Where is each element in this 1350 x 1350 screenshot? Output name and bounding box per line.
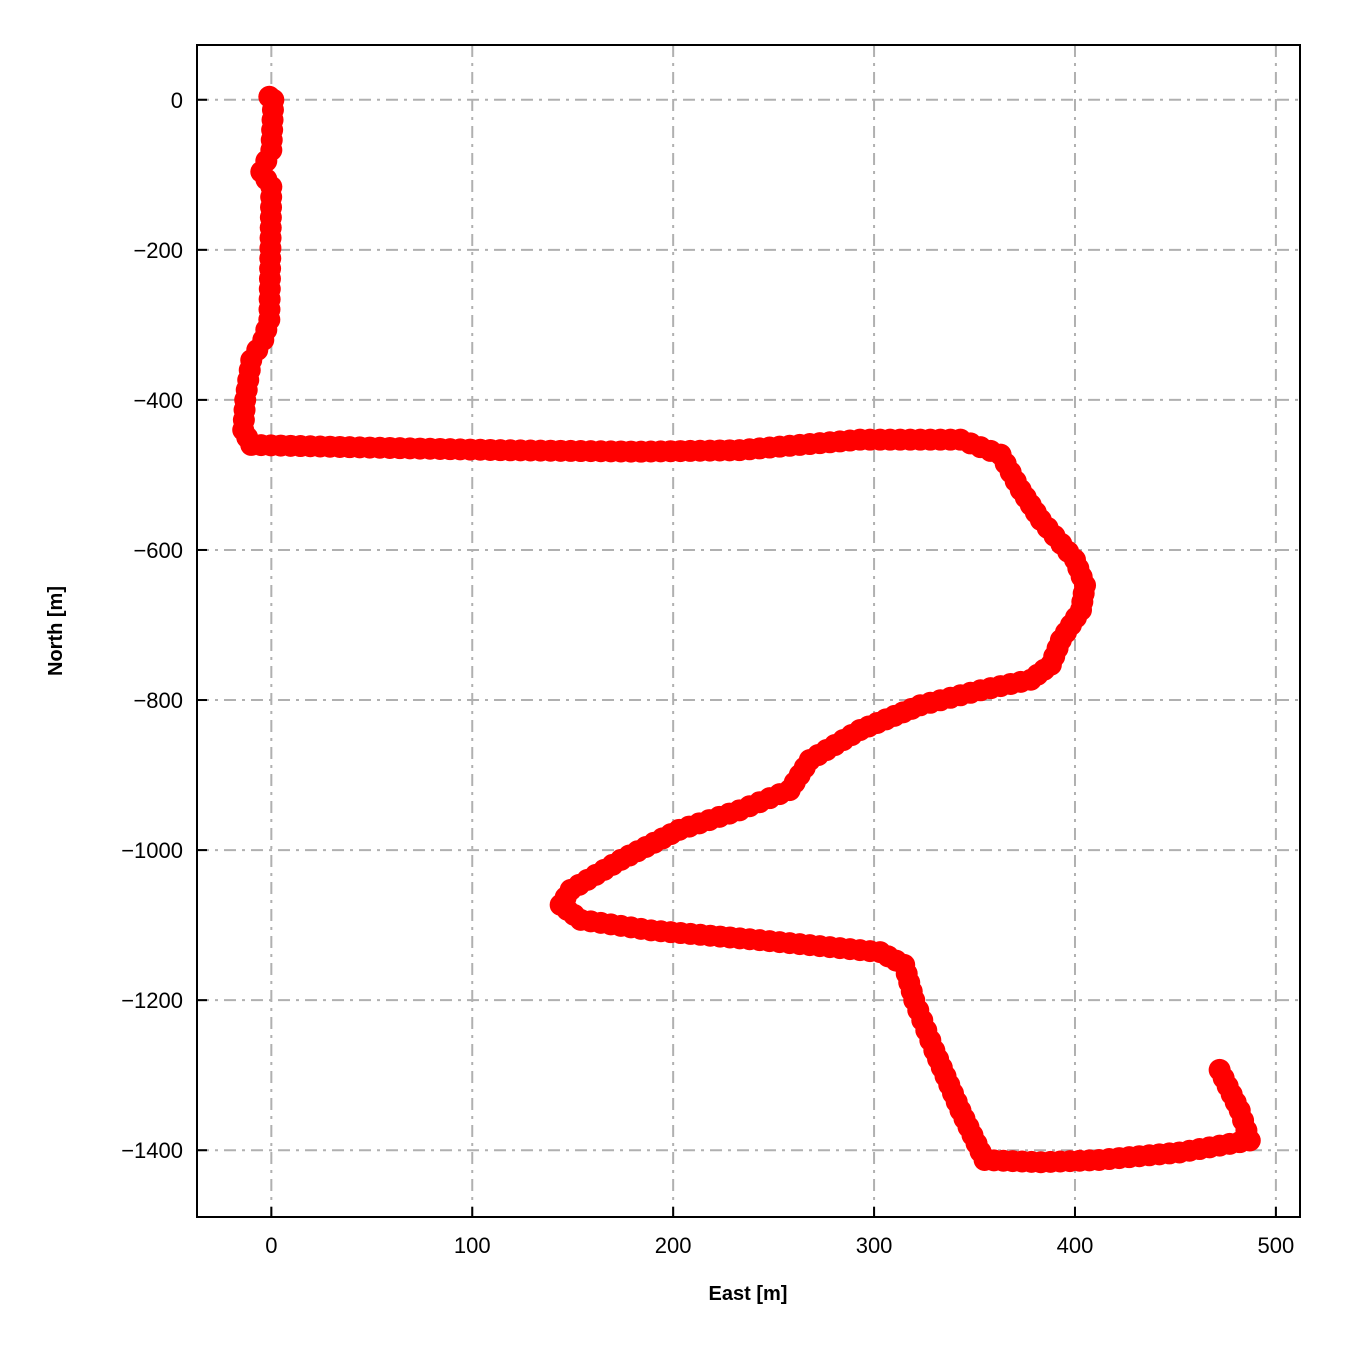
y-tick-label: −600 xyxy=(133,538,183,563)
x-axis-label: East [m] xyxy=(709,1283,788,1305)
data-point xyxy=(1208,1058,1231,1081)
grid xyxy=(197,45,1300,1217)
x-tick-label: 300 xyxy=(856,1233,893,1258)
y-tick-label: −200 xyxy=(133,238,183,263)
y-tick-label: −1400 xyxy=(121,1138,183,1163)
y-tick-label: −400 xyxy=(133,388,183,413)
x-tick-label: 200 xyxy=(655,1233,692,1258)
y-tick-label: −800 xyxy=(133,688,183,713)
y-tick-label: 0 xyxy=(171,88,183,113)
x-tick-label: 0 xyxy=(265,1233,277,1258)
y-tick-label: −1200 xyxy=(121,988,183,1013)
x-tick-label: 500 xyxy=(1258,1233,1295,1258)
y-axis-label: North [m] xyxy=(45,586,67,676)
y-tick-label: −1000 xyxy=(121,838,183,863)
x-tick-label: 400 xyxy=(1057,1233,1094,1258)
plot-frame xyxy=(196,44,1301,1218)
ticks: 0 100 200 300 400 500 0 −200 −400 −600 −800 −1000 −1… xyxy=(121,88,1294,1258)
x-tick-label: 100 xyxy=(454,1233,491,1258)
data-markers xyxy=(232,85,1261,1174)
